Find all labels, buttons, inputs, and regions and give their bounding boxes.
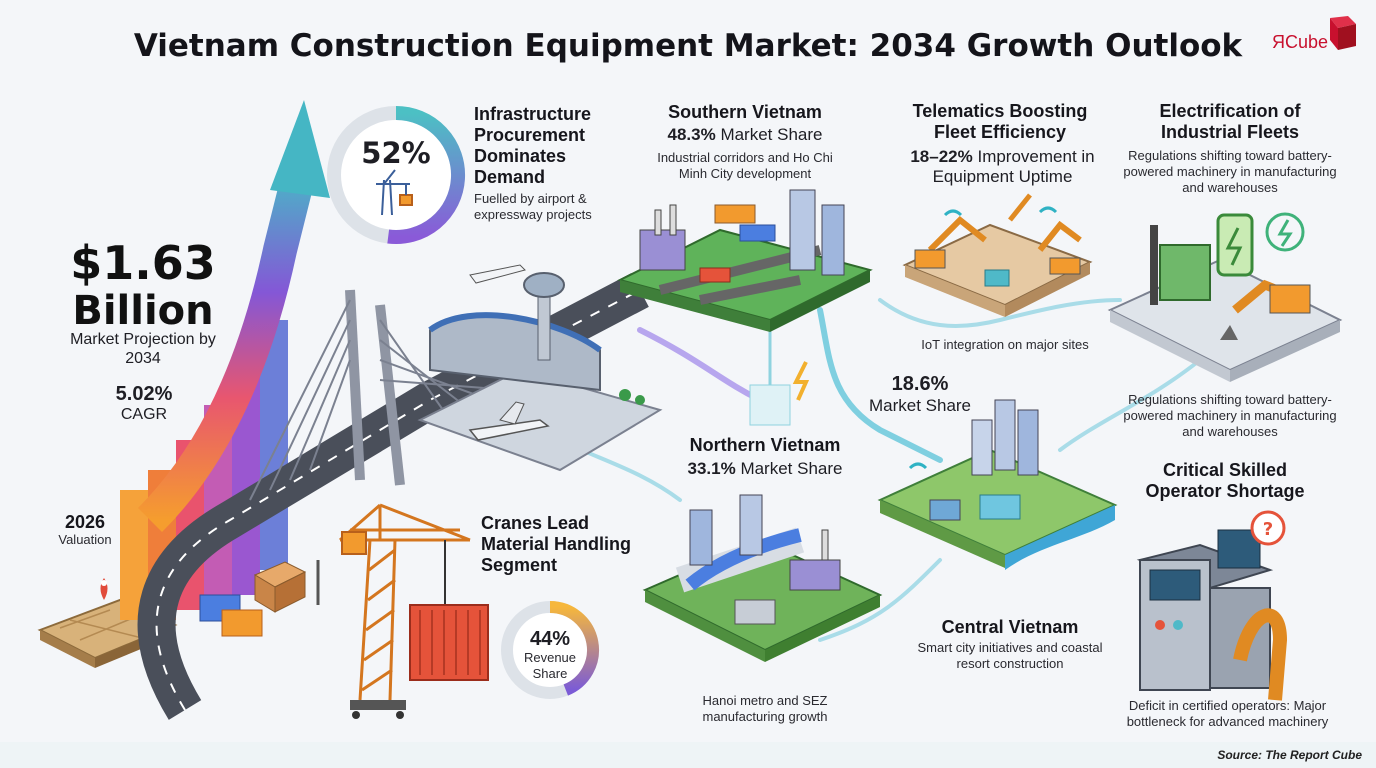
electrification-block [1107,212,1343,382]
cranes-ring [501,601,599,699]
page-title: Vietnam Construction Equipment Market: 2… [133,28,1243,64]
northern-vietnam-block [642,494,883,662]
tower-crane [339,503,489,719]
crane-mini-icon [376,169,413,216]
central-title: Central Vietnam [941,617,1079,637]
cranes-percent: 44% [529,628,571,650]
telematics-desc: IoT integration on major sites [921,337,1089,352]
cranes-label: Revenue Share [523,650,577,681]
electrification-desc-secondary: Regulations shifting toward battery-powe… [1123,392,1337,439]
telematics-block [902,193,1093,317]
northern-share-line: 33.1% Market Share [687,459,843,478]
infrastructure-ring [327,106,466,244]
telematics-value-line: 18–22% Improvement in Equipment Uptime [910,147,1095,186]
connector-lines [558,298,1202,642]
cagr-value: 5.02% [115,383,173,405]
southern-desc: Industrial corridors and Ho Chi Minh Cit… [657,150,833,181]
growth-arrow [137,100,330,533]
svg-text:?: ? [1263,519,1273,540]
cable-bridge [249,289,511,501]
operators-title: Critical Skilled Operator Shortage [1145,460,1305,501]
cranes-title: Cranes Lead Material Handling Segment [481,513,632,575]
base-year-label: Valuation [58,532,112,547]
market-value: $1.63 [70,236,216,290]
central-desc: Smart city initiatives and coastal resor… [917,640,1103,671]
base-year: 2026 [64,512,106,532]
road [137,273,649,720]
infrastructure-title: Infrastructure Procurement Dominates Dem… [474,104,592,187]
southern-title: Southern Vietnam [668,102,822,122]
airport [417,264,663,472]
operators-desc: Deficit in certified operators: Major bo… [1126,698,1329,729]
market-unit: Billion [72,288,214,334]
southern-vietnam-block [617,189,873,332]
southern-share-line: 48.3% Market Share [667,125,823,144]
central-share: 18.6% [891,373,949,395]
logo-text: ЯCube [1272,32,1329,52]
source-note: Source: The Report Cube [1217,748,1362,762]
central-vietnam-block [877,399,1118,570]
operator-console: ? [1136,510,1288,701]
electrification-title: Electrification of Industrial Fleets [1159,101,1301,142]
infrastructure-desc: Fuelled by airport & expressway projects [474,191,592,222]
market-label: Market Projection by 2034 [70,331,216,367]
northern-title: Northern Vietnam [689,435,841,455]
electrification-desc: Regulations shifting toward battery-powe… [1123,148,1337,195]
central-share-label: Market Share [868,396,972,415]
footer-band [0,742,1376,768]
cagr-label: CAGR [120,406,168,423]
cargo-boxes [199,560,320,637]
northern-desc: Hanoi metro and SEZ manufacturing growth [702,693,828,724]
telematics-title: Telematics Boosting Fleet Efficiency [912,101,1088,142]
infrastructure-percent: 52% [361,136,431,170]
report-cube-logo-icon [1330,16,1356,50]
power-pylon [749,361,810,426]
